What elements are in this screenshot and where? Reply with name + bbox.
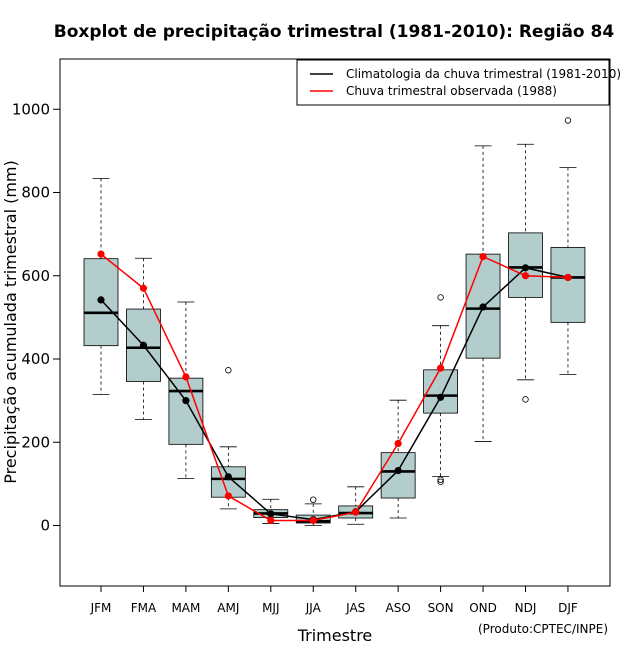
box-ASO xyxy=(380,399,416,519)
outlier-point xyxy=(437,294,444,301)
outlier-point xyxy=(564,117,572,124)
box-SON xyxy=(423,294,459,485)
box-iqr xyxy=(423,369,459,414)
outlier-point xyxy=(225,367,232,374)
series-point xyxy=(267,510,275,518)
outlier-point xyxy=(522,396,529,403)
x-tick-label: JAS xyxy=(345,601,365,615)
series-point xyxy=(182,397,190,405)
box-MAM xyxy=(168,301,204,479)
y-tick-label: 400 xyxy=(21,350,50,368)
x-axis: JFM FMA MAM AMJ MJJ JJA JAS ASO SON OND NDJ DJF xyxy=(90,586,578,615)
y-tick-label: 600 xyxy=(21,267,50,285)
series-point xyxy=(139,341,148,349)
series-point xyxy=(437,364,445,372)
series-point xyxy=(437,393,445,401)
outlier-point xyxy=(437,476,444,483)
y-axis: 0 200 400 600 800 1000 xyxy=(12,100,61,535)
x-tick-label: JJA xyxy=(305,601,322,615)
x-tick-label: FMA xyxy=(131,601,157,615)
x-tick-label: JFM xyxy=(90,601,112,615)
series-point xyxy=(97,250,105,258)
x-tick-label: NDJ xyxy=(515,601,537,615)
box-FMA xyxy=(126,257,161,420)
series-point xyxy=(309,516,317,525)
series-point xyxy=(479,253,487,261)
chart-title: Boxplot de precipitação trimestral (1981… xyxy=(54,22,615,42)
x-tick-label: AMJ xyxy=(217,601,239,615)
box-iqr xyxy=(210,466,246,498)
series-point xyxy=(224,473,232,481)
x-axis-title: Trimestre xyxy=(297,626,373,645)
box-iqr xyxy=(380,452,416,499)
series-point xyxy=(267,516,275,525)
x-tick-label: ASO xyxy=(386,601,411,615)
series-observed-1988 xyxy=(97,250,572,525)
y-tick-label: 800 xyxy=(21,184,50,202)
box-iqr xyxy=(550,247,586,323)
series-point xyxy=(564,273,572,282)
series-point xyxy=(394,466,402,475)
x-tick-label: DJF xyxy=(558,601,578,615)
x-tick-label: OND xyxy=(469,601,497,615)
y-tick-label: 0 xyxy=(40,517,50,535)
box-JFM xyxy=(83,177,119,395)
outlier-point xyxy=(310,496,317,503)
legend-label-climatology: Climatologia da chuva trimestral (1981-2… xyxy=(346,67,621,81)
y-tick-label: 200 xyxy=(21,433,50,451)
x-tick-label: SON xyxy=(428,601,454,615)
x-tick-label: MAM xyxy=(171,601,200,615)
series-point xyxy=(224,492,232,500)
legend-label-observed: Chuva trimestral observada (1988) xyxy=(346,84,557,98)
box-OND xyxy=(465,145,501,442)
series-point xyxy=(479,303,487,311)
product-credit: (Produto:CPTEC/INPE) xyxy=(478,622,608,636)
y-tick-label: 1000 xyxy=(12,100,50,118)
legend-box xyxy=(296,59,610,106)
series-point xyxy=(352,508,360,516)
series-line xyxy=(100,253,568,522)
series-lines xyxy=(97,250,572,525)
box-DJF xyxy=(550,117,586,375)
x-tick-label: MJJ xyxy=(262,601,279,615)
series-point xyxy=(139,284,148,292)
series-point xyxy=(521,264,530,272)
outlier-point xyxy=(437,478,444,485)
series-point xyxy=(97,296,105,304)
box-iqr xyxy=(168,377,204,445)
box-AMJ xyxy=(210,367,246,510)
series-point xyxy=(182,373,190,381)
series-point xyxy=(394,439,402,448)
legend: Climatologia da chuva trimestral (1981-2… xyxy=(296,59,621,106)
y-axis-title: Precipitação acumulada trimestral (mm) xyxy=(1,160,20,484)
series-point xyxy=(521,272,530,280)
